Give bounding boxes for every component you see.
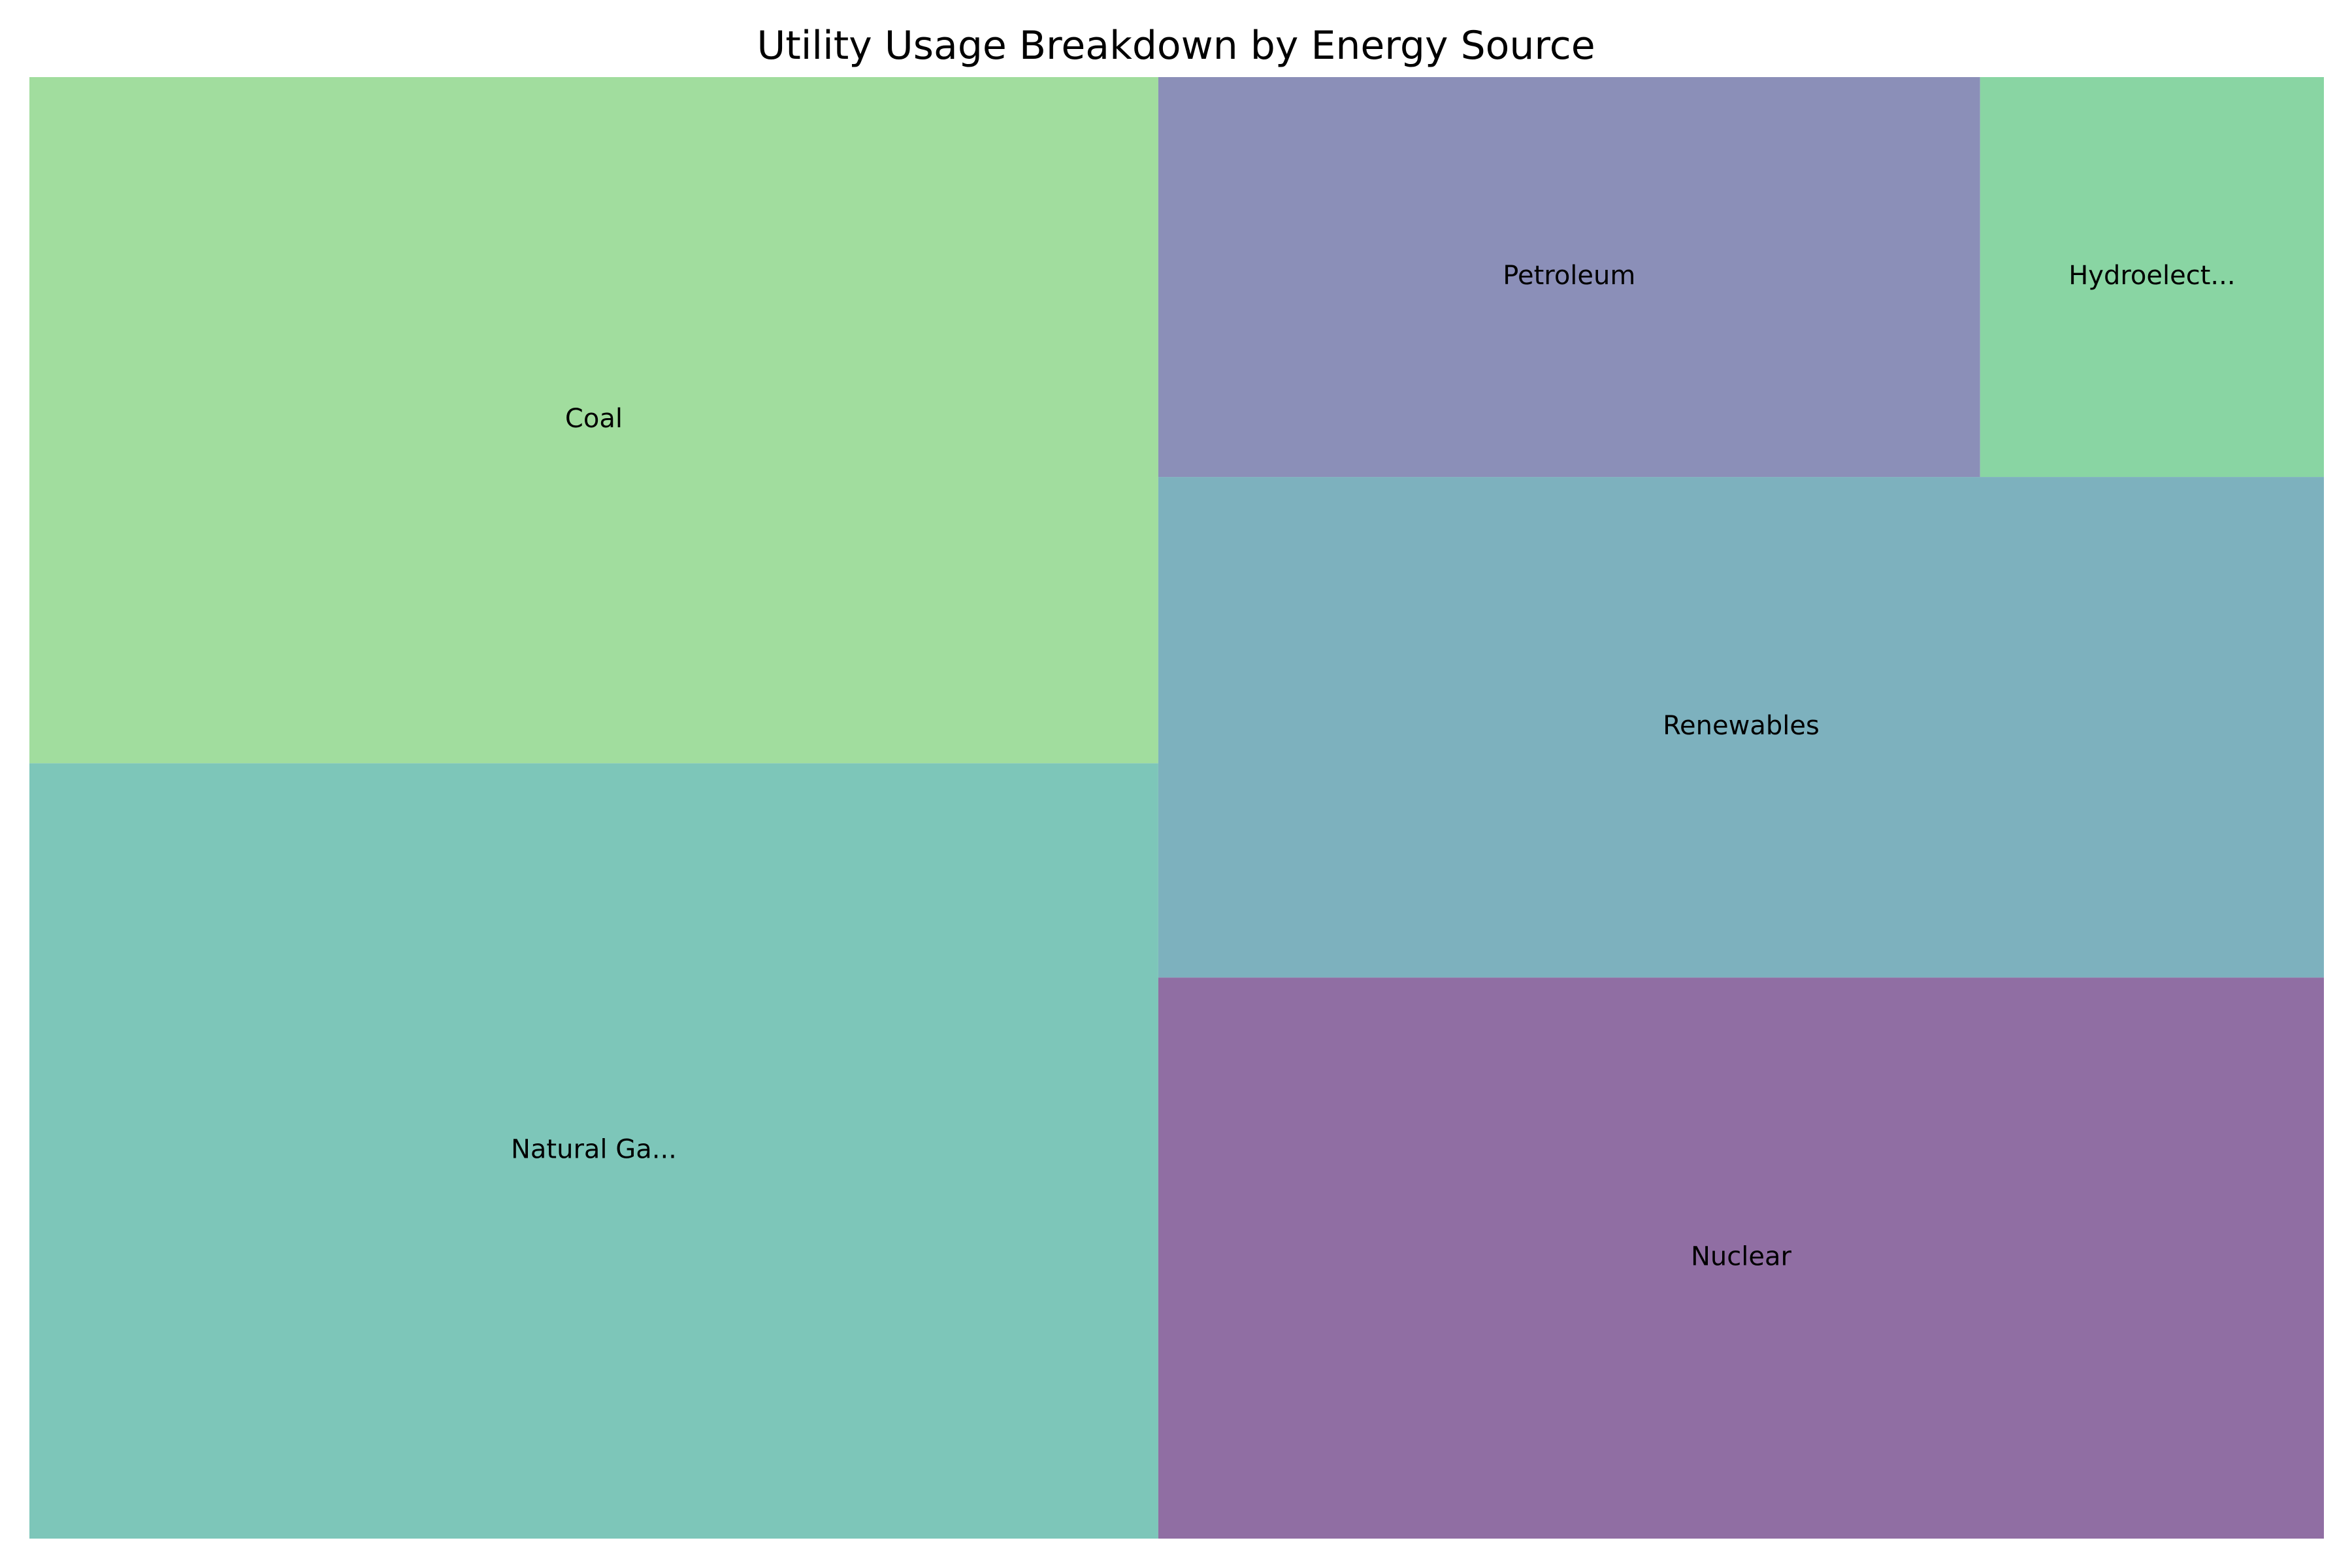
tile-label: Natural Ga... (511, 1135, 677, 1165)
tile-hydroelect (1980, 77, 2324, 478)
tile-label: Coal (565, 404, 623, 434)
tile-label: Renewables (1663, 711, 1820, 741)
tile-natural-ga (29, 763, 1158, 1539)
tile-nuclear (1158, 977, 2324, 1539)
tile-label: Hydroelect... (2068, 261, 2235, 291)
tile-label: Nuclear (1691, 1242, 1792, 1272)
tile-renewables (1158, 477, 2324, 978)
tile-label: Petroleum (1503, 261, 1635, 291)
chart-title: Utility Usage Breakdown by Energy Source (757, 23, 1595, 69)
tile-petroleum (1158, 77, 1980, 478)
tile-coal (29, 77, 1158, 764)
